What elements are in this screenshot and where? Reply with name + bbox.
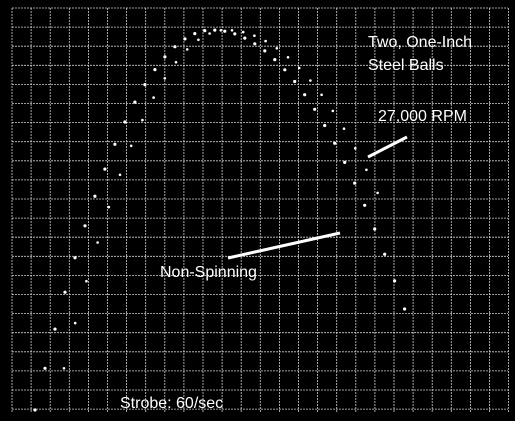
ball-dot (354, 147, 357, 150)
ball-dot (220, 29, 223, 32)
ball-dot (173, 45, 176, 48)
ball-dot (113, 143, 116, 146)
ball-dot (108, 206, 111, 209)
ball-dot (273, 58, 276, 61)
ball-dot (183, 37, 186, 40)
ball-dot (298, 67, 301, 70)
ball-dot (263, 49, 266, 52)
ball-dot (83, 224, 86, 227)
ball-dot (141, 119, 144, 122)
ball-dot (223, 30, 226, 33)
ball-dot (243, 37, 246, 40)
ball-dot (175, 61, 178, 64)
ball-dot (164, 77, 167, 80)
ball-dot (133, 101, 136, 104)
ball-dot (96, 241, 99, 244)
ball-dot (320, 94, 323, 97)
ball-dot (393, 279, 396, 282)
ball-dot (119, 174, 122, 177)
ball-dot (231, 29, 234, 32)
ball-dot (403, 307, 406, 310)
label-strobe: Strobe: 60/sec (120, 395, 223, 412)
ball-dot (33, 408, 36, 411)
ball-dot (53, 328, 56, 331)
ball-dot (365, 169, 368, 172)
ball-dot (197, 39, 200, 42)
ball-dot (309, 79, 312, 82)
ball-dot (85, 280, 88, 283)
ball-dot (163, 55, 166, 58)
ball-dot (43, 367, 46, 370)
ball-dot (376, 192, 379, 195)
strobe-photo: Two, One-Inch Steel Balls 27,000 RPM Non… (0, 0, 515, 421)
ball-dot (283, 68, 286, 71)
ball-dot (303, 93, 306, 96)
ball-dot (313, 108, 316, 111)
ball-dot (74, 322, 77, 325)
ball-dot (63, 367, 66, 370)
ball-dot (208, 32, 211, 35)
ball-dot (264, 40, 267, 43)
ball-dot (333, 142, 336, 145)
ball-dot (343, 127, 346, 130)
ball-dot (152, 96, 155, 99)
ball-dot (153, 68, 156, 71)
ball-dot (242, 31, 245, 34)
ball-dot (233, 32, 236, 35)
ball-dot (103, 168, 106, 171)
ball-dot (213, 29, 216, 32)
ball-dot (193, 32, 196, 35)
ball-dot (203, 29, 206, 32)
ball-dot (186, 48, 189, 51)
ball-dot (353, 182, 356, 185)
ball-dot (323, 124, 326, 127)
ball-dot (343, 161, 346, 164)
ball-dot (373, 227, 376, 230)
label-non-spinning: Non-Spinning (160, 264, 257, 281)
ball-dot (73, 256, 76, 259)
label-spinning: 27,000 RPM (378, 108, 467, 125)
ball-dot (287, 56, 290, 59)
ball-dot (123, 120, 126, 123)
ball-dot (253, 34, 256, 37)
ball-dot (332, 110, 335, 113)
ball-dot (143, 83, 146, 86)
ball-dot (130, 145, 133, 148)
caption-line-1: Two, One-Inch (368, 34, 472, 51)
ball-dot (293, 80, 296, 83)
ball-dot (383, 253, 386, 256)
ball-dot (363, 204, 366, 207)
ball-dot (93, 195, 96, 198)
ball-dot (276, 47, 279, 50)
ball-dot (63, 291, 66, 294)
ball-dot (253, 42, 256, 45)
caption-line-2: Steel Balls (368, 57, 444, 74)
